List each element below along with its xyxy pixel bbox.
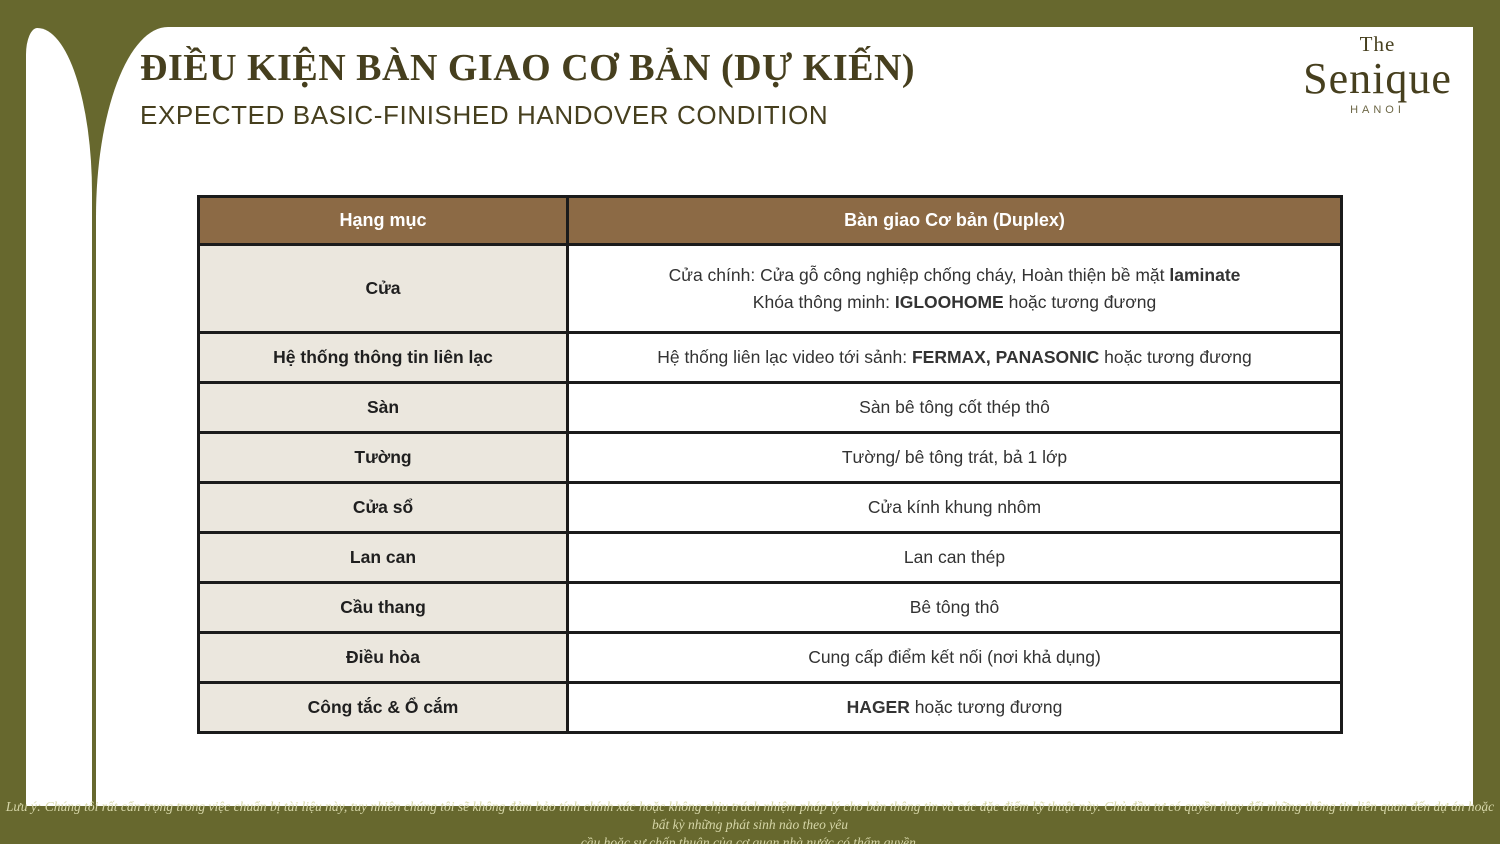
value-cell: Hệ thống liên lạc video tới sảnh: FERMAX…: [569, 334, 1340, 381]
table-row: Hệ thống thông tin liên lạc Hệ thống liê…: [200, 331, 1340, 381]
page-title-vietnamese: ĐIỀU KIỆN BÀN GIAO CƠ BẢN (DỰ KIẾN): [140, 47, 916, 89]
table-row: Điều hòa Cung cấp điểm kết nối (nơi khả …: [200, 631, 1340, 681]
value-cell: Cửa chính: Cửa gỗ công nghiệp chống cháy…: [569, 246, 1340, 331]
category-cell: Cầu thang: [200, 584, 569, 631]
value-cell: Cửa kính khung nhôm: [569, 484, 1340, 531]
value-cell: Cung cấp điểm kết nối (nơi khả dụng): [569, 634, 1340, 681]
table-header-row: Hạng mục Bàn giao Cơ bản (Duplex): [200, 198, 1340, 243]
logo-name: Senique: [1303, 54, 1452, 103]
left-accent-strip: [26, 28, 92, 806]
header-category: Hạng mục: [200, 198, 569, 243]
table-row: Lan can Lan can thép: [200, 531, 1340, 581]
logo-city: HANOI: [1350, 104, 1405, 116]
table-row: Cầu thang Bê tông thô: [200, 581, 1340, 631]
disclaimer-line-2: cầu hoặc sự chấp thuận của cơ quan nhà n…: [580, 835, 920, 844]
category-cell: Hệ thống thông tin liên lạc: [200, 334, 569, 381]
category-cell: Công tắc & Ổ cắm: [200, 684, 569, 731]
table-row: Sàn Sàn bê tông cốt thép thô: [200, 381, 1340, 431]
value-cell: HAGER hoặc tương đương: [569, 684, 1340, 731]
category-cell: Tường: [200, 434, 569, 481]
page-title-english: EXPECTED BASIC-FINISHED HANDOVER CONDITI…: [140, 100, 829, 130]
logo-the: The: [1359, 32, 1396, 56]
category-cell: Điều hòa: [200, 634, 569, 681]
disclaimer-line-1: Lưu ý: Chúng tôi rất cẩn trọng trong việ…: [5, 798, 1495, 832]
header-handover: Bàn giao Cơ bản (Duplex): [569, 198, 1340, 243]
table-row: Cửa sổ Cửa kính khung nhôm: [200, 481, 1340, 531]
value-cell: Bê tông thô: [569, 584, 1340, 631]
disclaimer-note: Lưu ý: Chúng tôi rất cẩn trọng trong việ…: [0, 799, 1500, 844]
table-row: Tường Tường/ bê tông trát, bả 1 lớp: [200, 431, 1340, 481]
category-cell: Cửa sổ: [200, 484, 569, 531]
category-cell: Lan can: [200, 534, 569, 581]
category-cell: Sàn: [200, 384, 569, 431]
handover-condition-table: Hạng mục Bàn giao Cơ bản (Duplex) Cửa Cử…: [197, 195, 1343, 734]
value-cell: Sàn bê tông cốt thép thô: [569, 384, 1340, 431]
senique-logo: The Senique HANOI: [1290, 34, 1465, 116]
value-cell: Lan can thép: [569, 534, 1340, 581]
table-row: Cửa Cửa chính: Cửa gỗ công nghiệp chống …: [200, 243, 1340, 331]
table-row: Công tắc & Ổ cắm HAGER hoặc tương đương: [200, 681, 1340, 731]
category-cell: Cửa: [200, 246, 569, 331]
value-cell: Tường/ bê tông trát, bả 1 lớp: [569, 434, 1340, 481]
